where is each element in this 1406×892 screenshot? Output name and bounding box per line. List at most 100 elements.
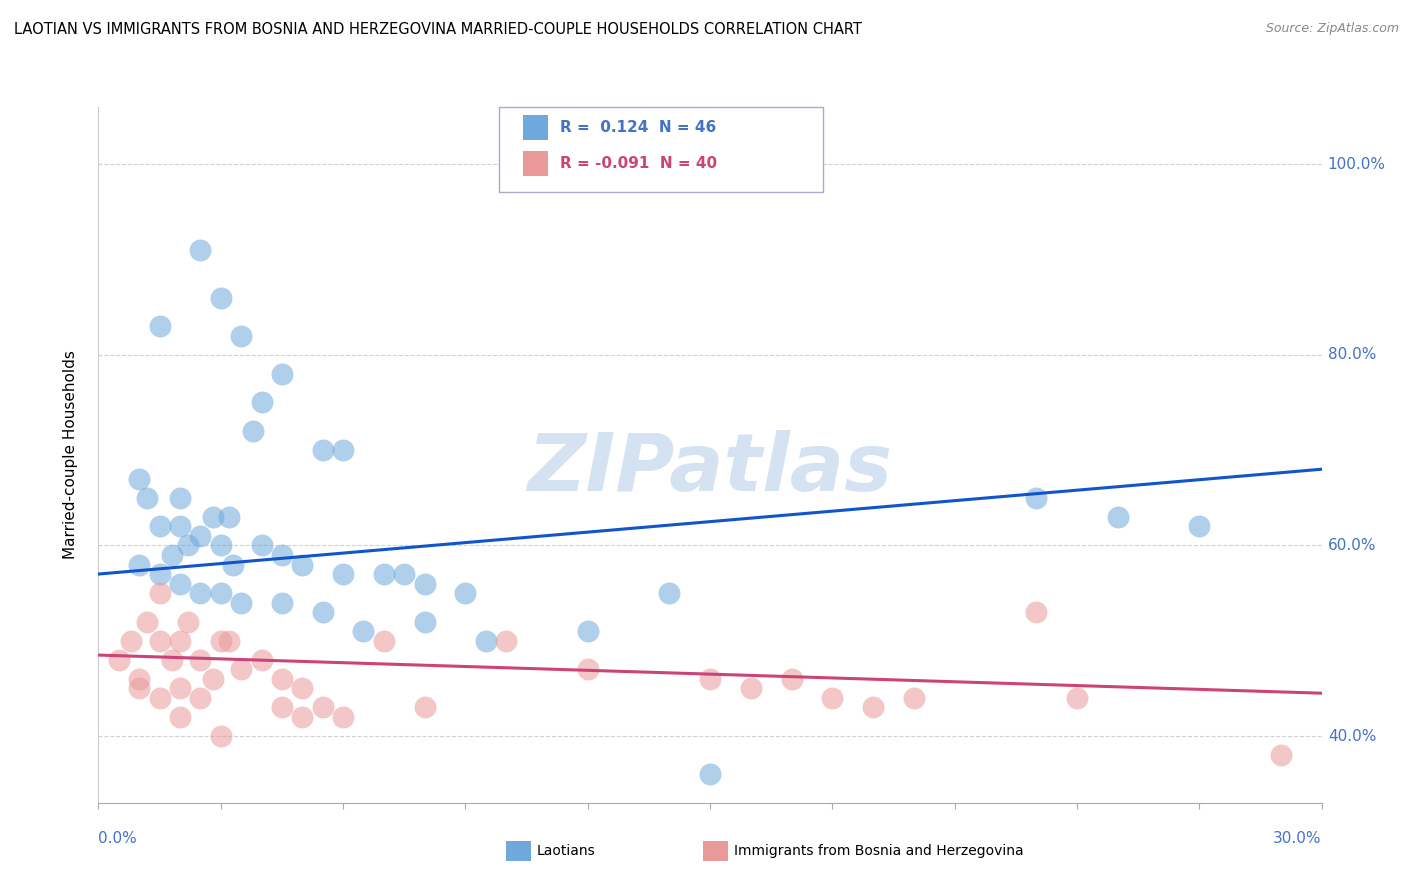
Point: [699, 767, 721, 781]
Point: [160, 548, 183, 562]
Point: [332, 710, 354, 724]
Point: [352, 624, 374, 639]
Point: [177, 615, 200, 629]
Point: [250, 653, 273, 667]
Text: 0.0%: 0.0%: [98, 830, 138, 846]
Point: [332, 443, 354, 458]
Point: [201, 672, 224, 686]
Point: [231, 662, 253, 676]
Point: [392, 567, 416, 582]
Point: [222, 558, 245, 572]
Point: [474, 633, 498, 648]
Point: [1066, 690, 1088, 705]
Point: [136, 491, 159, 505]
Point: [149, 319, 172, 334]
Point: [312, 443, 335, 458]
Point: [576, 624, 599, 639]
Point: [903, 690, 925, 705]
Point: [250, 395, 273, 409]
Point: [120, 633, 142, 648]
Text: LAOTIAN VS IMMIGRANTS FROM BOSNIA AND HERZEGOVINA MARRIED-COUPLE HOUSEHOLDS CORR: LAOTIAN VS IMMIGRANTS FROM BOSNIA AND HE…: [14, 22, 862, 37]
Text: 30.0%: 30.0%: [1274, 830, 1322, 846]
Point: [291, 710, 314, 724]
Y-axis label: Married-couple Households: Married-couple Households: [63, 351, 77, 559]
Point: [149, 567, 172, 582]
Text: Laotians: Laotians: [537, 844, 596, 858]
Text: ZIPatlas: ZIPatlas: [527, 430, 893, 508]
Text: R = -0.091  N = 40: R = -0.091 N = 40: [560, 156, 717, 170]
Point: [160, 653, 183, 667]
Point: [177, 539, 200, 553]
Point: [209, 586, 232, 600]
Point: [108, 653, 131, 667]
Point: [332, 567, 354, 582]
Point: [218, 509, 240, 524]
Point: [169, 491, 191, 505]
Point: [136, 615, 159, 629]
Point: [1025, 491, 1047, 505]
Point: [169, 710, 191, 724]
Point: [188, 653, 212, 667]
Point: [128, 558, 150, 572]
Point: [250, 539, 273, 553]
Point: [699, 672, 721, 686]
Point: [209, 729, 232, 743]
Point: [188, 690, 212, 705]
Point: [201, 509, 224, 524]
Point: [1025, 605, 1047, 619]
Point: [270, 672, 294, 686]
Point: [1188, 519, 1211, 533]
Point: [149, 690, 172, 705]
Point: [270, 548, 294, 562]
Text: 100.0%: 100.0%: [1327, 157, 1386, 172]
Point: [862, 700, 884, 714]
Point: [149, 519, 172, 533]
Text: 60.0%: 60.0%: [1327, 538, 1376, 553]
Point: [128, 472, 150, 486]
Point: [291, 681, 314, 696]
Text: 80.0%: 80.0%: [1327, 347, 1376, 362]
Point: [270, 367, 294, 381]
Point: [270, 596, 294, 610]
Point: [658, 586, 681, 600]
Point: [128, 681, 150, 696]
Text: 40.0%: 40.0%: [1327, 729, 1376, 744]
Point: [169, 633, 191, 648]
Point: [188, 586, 212, 600]
Point: [454, 586, 477, 600]
Point: [242, 424, 264, 438]
Point: [169, 576, 191, 591]
Point: [576, 662, 599, 676]
Point: [312, 605, 335, 619]
Point: [291, 558, 314, 572]
Point: [218, 633, 240, 648]
Point: [128, 672, 150, 686]
Point: [495, 633, 517, 648]
Text: Immigrants from Bosnia and Herzegovina: Immigrants from Bosnia and Herzegovina: [734, 844, 1024, 858]
Point: [1107, 509, 1129, 524]
Point: [188, 529, 212, 543]
Point: [413, 576, 436, 591]
Point: [209, 291, 232, 305]
Point: [373, 567, 395, 582]
Point: [188, 243, 212, 257]
Point: [231, 328, 253, 343]
Point: [209, 633, 232, 648]
Text: R =  0.124  N = 46: R = 0.124 N = 46: [560, 120, 716, 135]
Point: [169, 681, 191, 696]
Point: [149, 586, 172, 600]
Point: [780, 672, 803, 686]
Point: [209, 539, 232, 553]
Point: [740, 681, 762, 696]
Text: Source: ZipAtlas.com: Source: ZipAtlas.com: [1265, 22, 1399, 36]
Point: [1270, 748, 1292, 763]
Point: [373, 633, 395, 648]
Point: [821, 690, 844, 705]
Point: [413, 700, 436, 714]
Point: [169, 519, 191, 533]
Point: [270, 700, 294, 714]
Point: [149, 633, 172, 648]
Point: [312, 700, 335, 714]
Point: [413, 615, 436, 629]
Point: [231, 596, 253, 610]
